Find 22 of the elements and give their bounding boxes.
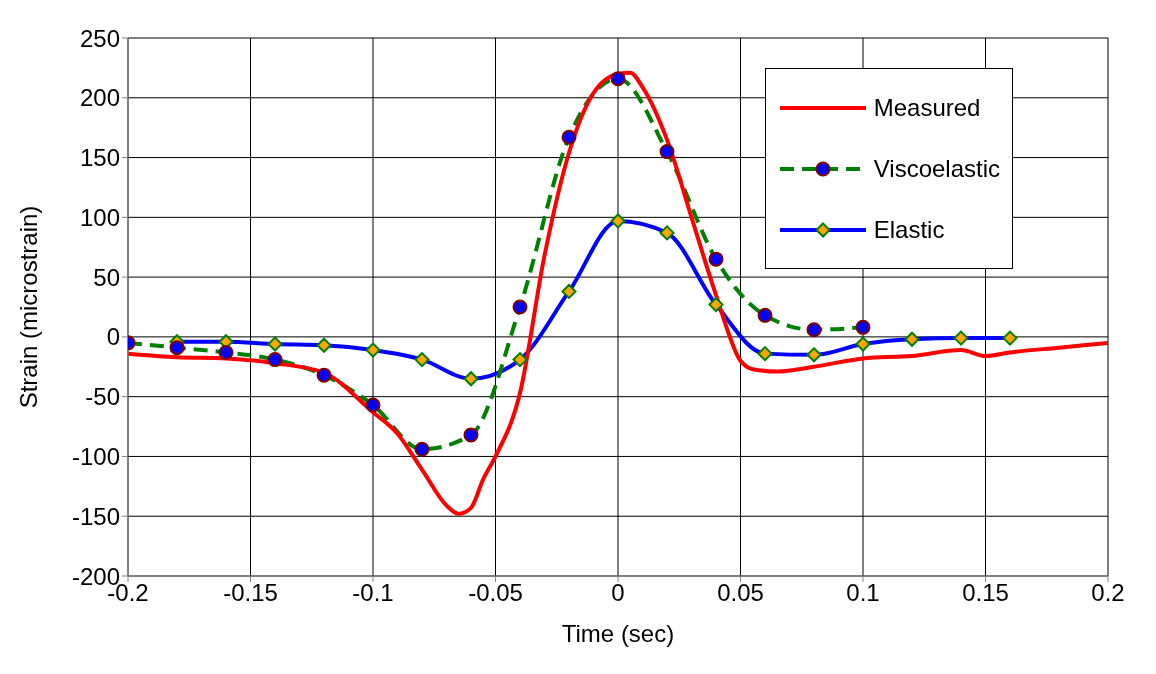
y-tick-label: -50 [85,383,120,411]
x-tick-label: -0.05 [468,579,523,607]
y-tick-label: -150 [71,502,120,530]
y-axis-title: Strain (microstrain) [14,205,42,409]
legend-label: Viscoelastic [873,154,1000,183]
x-tick-label: 0.1 [846,579,880,607]
x-tick-label: -0.1 [352,579,394,607]
x-tick-label: 0 [611,579,625,607]
y-tick-label: 100 [79,203,120,231]
y-tick-label: 200 [79,84,120,112]
y-tick-label: 0 [106,323,120,351]
x-axis-title: Time (sec) [561,620,675,647]
y-tick-label: 250 [79,24,120,52]
x-tick-label: 0.2 [1091,579,1125,607]
x-tick-label: 0.05 [717,579,764,607]
y-tick-label: 50 [93,263,120,291]
y-tick-label: -100 [71,442,120,470]
x-tick-label: -0.15 [223,579,278,607]
legend-label: Measured [873,93,981,122]
x-tick-label: 0.15 [962,579,1009,607]
y-tick-label: 150 [79,144,120,172]
legend-label: Elastic [873,215,945,244]
